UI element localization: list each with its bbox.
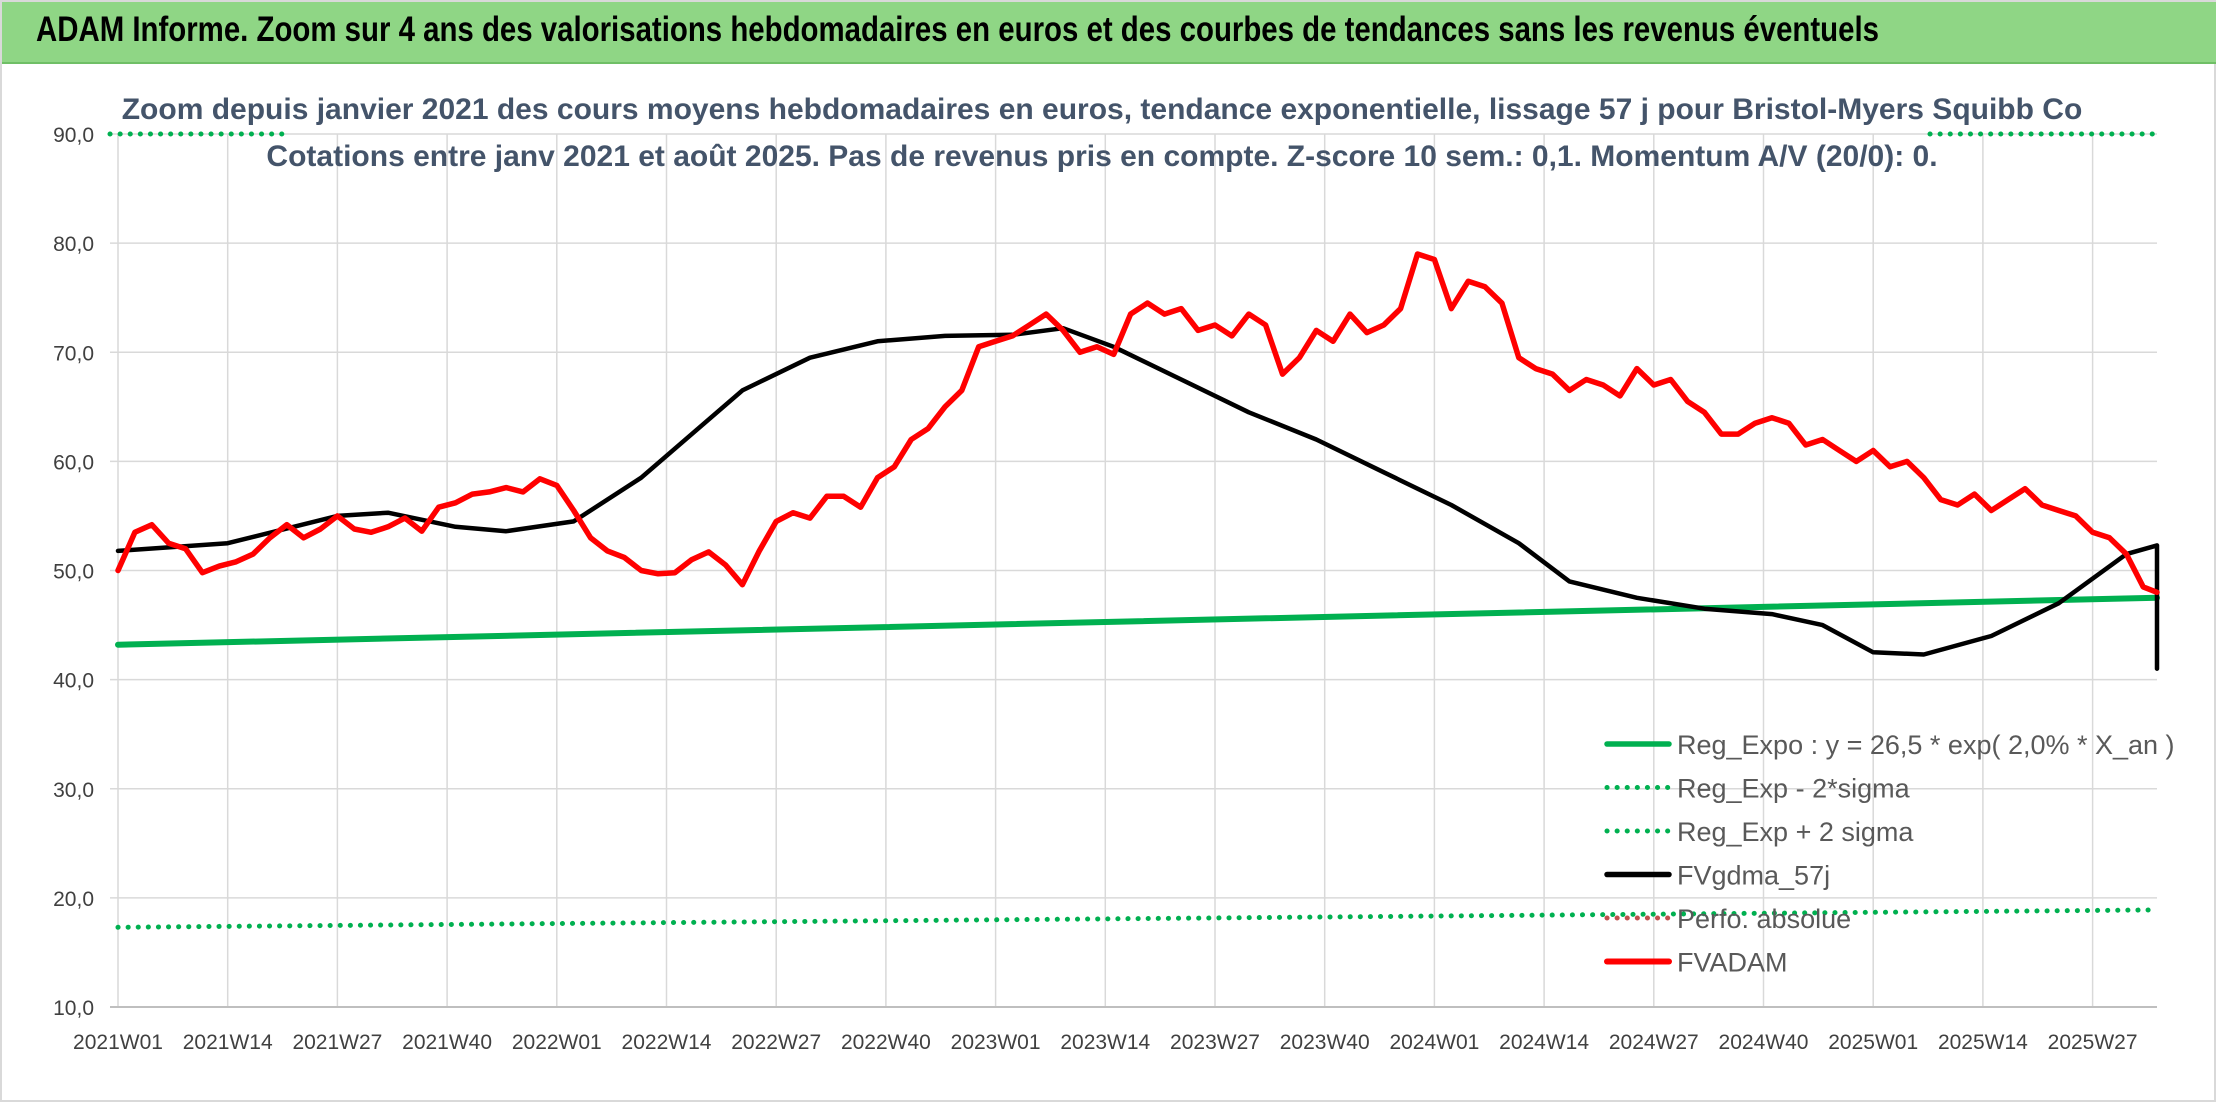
chart-subtitle: Cotations entre janv 2021 et août 2025. … bbox=[266, 140, 1937, 173]
page-title: ADAM Informe. Zoom sur 4 ans des valoris… bbox=[36, 10, 1880, 49]
x-tick-label: 2021W40 bbox=[402, 1031, 492, 1054]
y-tick-label: 20,0 bbox=[53, 888, 94, 911]
y-tick-label: 50,0 bbox=[53, 561, 94, 584]
series-line-1 bbox=[115, 907, 2160, 930]
x-tick-label: 2024W14 bbox=[1499, 1031, 1589, 1054]
x-tick-label: 2022W40 bbox=[841, 1031, 931, 1054]
y-tick-label: 70,0 bbox=[53, 342, 94, 365]
x-tick-label: 2024W27 bbox=[1609, 1031, 1699, 1054]
legend-label: Reg_Expo : y = 26,5 * exp( 2,0% * X_an ) bbox=[1677, 730, 2175, 760]
y-tick-label: 40,0 bbox=[53, 670, 94, 693]
series-line-3 bbox=[115, 325, 2160, 671]
grid-lines bbox=[110, 133, 2157, 1007]
y-tick-label: 60,0 bbox=[53, 451, 94, 474]
y-tick-label: 80,0 bbox=[53, 233, 94, 256]
legend-label: FVADAM bbox=[1677, 948, 1788, 978]
x-tick-label: 2025W27 bbox=[2048, 1031, 2138, 1054]
x-tick-label: 2021W01 bbox=[73, 1031, 163, 1054]
x-tick-label: 2023W27 bbox=[1170, 1031, 1260, 1054]
x-tick-label: 2022W27 bbox=[731, 1031, 821, 1054]
series-lines bbox=[107, 131, 2160, 930]
x-tick-label: 2025W01 bbox=[1828, 1031, 1918, 1054]
x-tick-label: 2024W01 bbox=[1389, 1031, 1479, 1054]
legend-label: Perfo. absolue bbox=[1677, 904, 1851, 934]
x-tick-label: 2022W14 bbox=[622, 1031, 712, 1054]
x-tick-label: 2021W27 bbox=[292, 1031, 382, 1054]
x-tick-label: 2023W01 bbox=[951, 1031, 1041, 1054]
legend-label: FVgdma_57j bbox=[1677, 861, 1830, 891]
x-tick-label: 2023W40 bbox=[1280, 1031, 1370, 1054]
y-tick-label: 30,0 bbox=[53, 779, 94, 802]
legend-label: Reg_Exp - 2*sigma bbox=[1677, 774, 1911, 804]
x-tick-label: 2025W14 bbox=[1938, 1031, 2028, 1054]
chart-title: Zoom depuis janvier 2021 des cours moyen… bbox=[122, 93, 2083, 126]
axes: 10,0 20,0 30,0 40,0 50,0 60,0 70,0 80,0 90,0 2021… bbox=[53, 124, 2157, 1054]
legend-label: Reg_Exp + 2 sigma bbox=[1677, 817, 1914, 847]
y-tick-label: 90,0 bbox=[53, 124, 94, 147]
x-tick-label: 2022W01 bbox=[512, 1031, 602, 1054]
series-line-0 bbox=[115, 594, 2160, 648]
x-tick-label: 2024W40 bbox=[1719, 1031, 1809, 1054]
header-bar: ADAM Informe. Zoom sur 4 ans des valoris… bbox=[2, 2, 2216, 64]
legend: Reg_Expo : y = 26,5 * exp( 2,0% * X_an )… bbox=[1604, 730, 2175, 978]
series-line-5 bbox=[115, 251, 2160, 596]
x-tick-label: 2021W14 bbox=[183, 1031, 273, 1054]
y-tick-label: 10,0 bbox=[53, 997, 94, 1020]
x-tick-label: 2023W14 bbox=[1060, 1031, 1150, 1054]
